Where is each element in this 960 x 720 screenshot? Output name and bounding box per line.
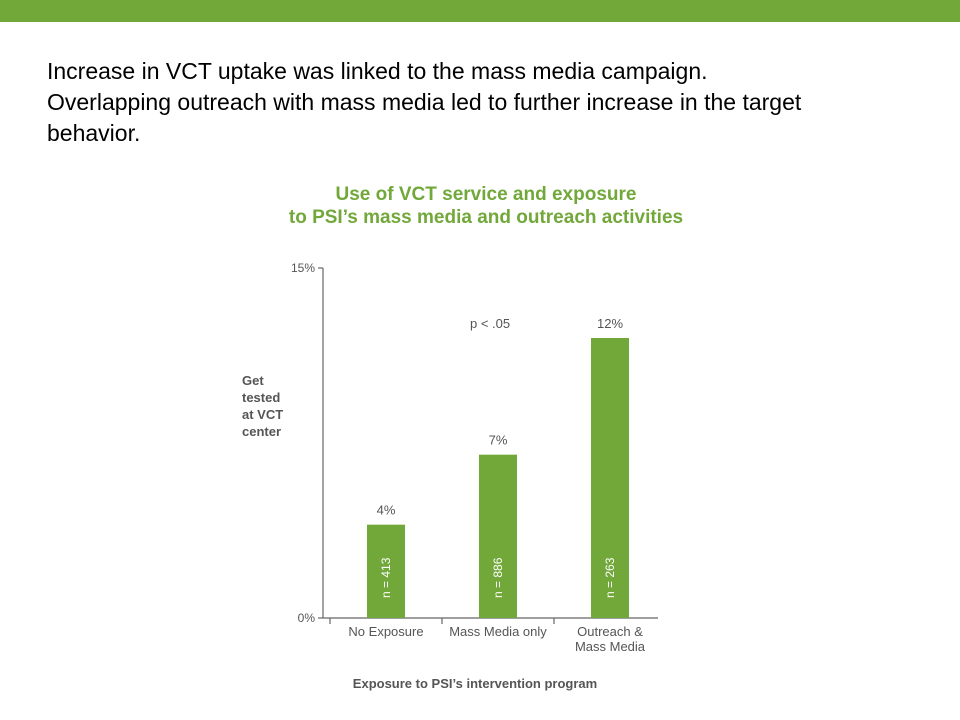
x-tick-label: Outreach & <box>577 624 643 639</box>
y-axis-label-line: center <box>242 424 282 439</box>
slide-text-line: Increase in VCT uptake was linked to the… <box>47 58 708 84</box>
y-axis-label-line: at VCT <box>242 407 284 422</box>
x-axis-label: Exposure to PSI’s intervention program <box>352 676 598 691</box>
chart-title-line: Use of VCT service and exposure <box>335 184 637 205</box>
x-tick-label: Mass Media <box>575 639 646 654</box>
slide-text-line: behavior. <box>47 120 141 146</box>
top-accent-bar <box>0 0 960 22</box>
bar-value-label: 4% <box>377 503 396 518</box>
bar <box>479 454 517 618</box>
bar-value-label: 12% <box>597 316 623 331</box>
bar-sample-size-label: n = 886 <box>491 557 505 598</box>
bar-sample-size-label: n = 263 <box>603 557 617 598</box>
y-tick-label: 0% <box>298 611 316 625</box>
y-axis-label: Get tested at VCT center <box>242 372 302 440</box>
chart-title: Use of VCT service and exposure to PSI’s… <box>236 183 736 229</box>
bar-sample-size-label: n = 413 <box>379 557 393 598</box>
y-axis-label-line: tested <box>242 390 281 405</box>
slide-text-line: Overlapping outreach with mass media led… <box>47 89 802 115</box>
significance-annotation: p < .05 <box>470 316 511 331</box>
slide-body-text: Increase in VCT uptake was linked to the… <box>47 56 937 149</box>
bar <box>367 524 405 618</box>
bar-value-label: 7% <box>489 433 508 448</box>
chart-title-line: to PSI’s mass media and outreach activit… <box>288 207 684 228</box>
x-tick-label: Mass Media only <box>449 624 547 639</box>
y-axis-label-line: Get <box>242 373 264 388</box>
bar <box>591 338 629 618</box>
x-tick-label: No Exposure <box>348 624 423 639</box>
y-tick-label: 15% <box>291 261 315 275</box>
